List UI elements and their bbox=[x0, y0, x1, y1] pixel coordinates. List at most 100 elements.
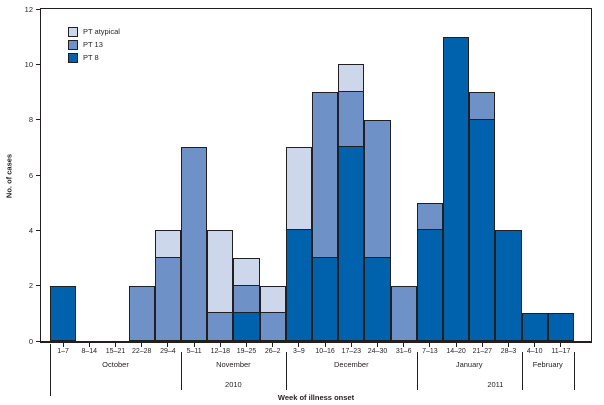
month-label-february: February bbox=[532, 360, 563, 369]
x-tick-26-2 bbox=[272, 343, 274, 347]
x-tick-17-23 bbox=[350, 343, 352, 347]
bar-week-29-4 bbox=[154, 230, 181, 341]
x-tick-label-24-30: 24–30 bbox=[367, 348, 388, 355]
bar-week-5-11 bbox=[181, 147, 208, 341]
x-tick-label-29-4: 29–4 bbox=[160, 348, 176, 355]
x-tick-8-14 bbox=[88, 343, 90, 347]
bar-segment-pt-8-17-23 bbox=[338, 147, 365, 341]
legend-swatch-pt-13-icon bbox=[68, 40, 78, 50]
x-tick-label-15-21: 15–21 bbox=[105, 348, 126, 355]
bar-segment-pt-atypical-26-2 bbox=[259, 285, 286, 314]
month-divider-after-october bbox=[181, 352, 182, 390]
bar-week-11-17 bbox=[547, 313, 574, 341]
bars-layer bbox=[41, 9, 591, 341]
month-label-october: October bbox=[102, 360, 129, 369]
month-label-december: December bbox=[333, 360, 369, 369]
year-label-2010: 2010 bbox=[225, 380, 242, 389]
bar-week-10-16 bbox=[312, 92, 339, 341]
x-tick-label-31-6: 31–6 bbox=[395, 348, 412, 355]
x-tick-29-4 bbox=[167, 343, 169, 347]
x-tick-label-7-13: 7–13 bbox=[422, 348, 438, 355]
bar-segment-pt-atypical-19-25 bbox=[233, 258, 260, 286]
bar-segment-pt-8-3-9 bbox=[285, 230, 312, 341]
bar-segment-pt-atypical-17-23 bbox=[338, 64, 365, 93]
x-tick-label-26-2: 26–2 bbox=[264, 348, 281, 355]
bar-segment-pt-8-11-17 bbox=[547, 313, 574, 341]
x-tick-label-4-10: 4–10 bbox=[526, 348, 543, 355]
x-tick-label-28-3: 28–3 bbox=[500, 348, 517, 355]
month-divider-after-february bbox=[574, 352, 575, 390]
y-tick-label-0: 0 bbox=[28, 336, 33, 346]
x-tick-15-21 bbox=[115, 343, 116, 347]
bar-segment-pt-13-12-18 bbox=[207, 313, 234, 341]
x-tick-1-7 bbox=[62, 343, 64, 347]
bar-week-24-30 bbox=[364, 119, 391, 341]
y-tick-label-8: 8 bbox=[28, 115, 33, 125]
bar-week-14-20 bbox=[443, 36, 470, 341]
bar-week-1-7 bbox=[50, 285, 77, 341]
bar-segment-pt-8-24-30 bbox=[364, 258, 391, 341]
bar-segment-pt-13-31-6 bbox=[390, 285, 417, 341]
y-tick-label-10: 10 bbox=[24, 59, 33, 69]
legend-swatch-pt-atypical-icon bbox=[68, 27, 78, 37]
month-divider-after-december bbox=[416, 352, 418, 390]
x-tick-14-20 bbox=[455, 343, 457, 347]
year-label-2011: 2011 bbox=[487, 380, 504, 389]
y-tick-label-12: 12 bbox=[24, 4, 33, 14]
bar-segment-pt-8-14-20 bbox=[443, 36, 470, 341]
x-tick-label-8-14: 8–14 bbox=[81, 348, 98, 355]
bar-segment-pt-atypical-29-4 bbox=[154, 230, 181, 258]
bar-week-12-18 bbox=[207, 230, 234, 341]
y-tick-label-2: 2 bbox=[28, 281, 33, 291]
bar-week-31-6 bbox=[390, 285, 417, 341]
x-tick-label-19-25: 19–25 bbox=[236, 348, 257, 355]
bar-segment-pt-8-7-13 bbox=[416, 230, 443, 341]
x-tick-label-17-23: 17–23 bbox=[341, 348, 362, 355]
x-tick-label-12-18: 12–18 bbox=[210, 348, 231, 355]
x-tick-label-10-16: 10–16 bbox=[315, 348, 335, 355]
bar-segment-pt-atypical-12-18 bbox=[207, 230, 234, 314]
x-tick-7-13 bbox=[429, 343, 431, 347]
bar-week-17-23 bbox=[338, 64, 365, 341]
x-tick-label-1-7: 1–7 bbox=[57, 348, 69, 355]
x-tick-label-14-20: 14–20 bbox=[446, 348, 466, 355]
bar-segment-pt-8-28-3 bbox=[495, 230, 522, 341]
bar-week-19-25 bbox=[233, 258, 260, 341]
bar-segment-pt-13-10-16 bbox=[312, 92, 339, 258]
bar-segment-pt-13-19-25 bbox=[233, 285, 260, 314]
legend-item-pt-8: PT 8 bbox=[68, 53, 120, 63]
x-tick-19-25 bbox=[246, 343, 247, 347]
bar-segment-pt-8-19-25 bbox=[233, 313, 260, 341]
x-axis-title: Week of illness onset bbox=[277, 393, 355, 402]
bar-week-7-13 bbox=[416, 202, 443, 341]
x-tick-label-3-9: 3–9 bbox=[293, 348, 305, 355]
legend-label-pt-8: PT 8 bbox=[83, 53, 99, 62]
bar-segment-pt-8-1-7 bbox=[50, 285, 77, 341]
x-tick-3-9 bbox=[298, 343, 300, 347]
bar-segment-pt-13-21-27 bbox=[469, 92, 496, 120]
bar-segment-pt-8-10-16 bbox=[312, 258, 339, 341]
x-tick-label-22-28: 22–28 bbox=[131, 348, 152, 355]
month-divider-start bbox=[50, 344, 51, 396]
bar-segment-pt-13-5-11 bbox=[181, 147, 208, 341]
legend-label-pt-atypical: PT atypical bbox=[83, 27, 120, 36]
x-tick-10-16 bbox=[324, 343, 326, 347]
bar-segment-pt-8-4-10 bbox=[521, 313, 548, 341]
bar-week-3-9 bbox=[285, 147, 312, 341]
bar-segment-pt-8-21-27 bbox=[469, 119, 496, 341]
bar-segment-pt-13-22-28 bbox=[128, 285, 155, 341]
x-tick-11-17 bbox=[560, 343, 562, 347]
bar-week-4-10 bbox=[521, 313, 548, 341]
x-tick-24-30 bbox=[377, 343, 378, 347]
x-tick-28-3 bbox=[508, 343, 509, 347]
bar-segment-pt-atypical-3-9 bbox=[285, 147, 312, 231]
bar-week-21-27 bbox=[469, 92, 496, 341]
bar-segment-pt-13-29-4 bbox=[154, 258, 181, 341]
legend-item-pt-atypical: PT atypical bbox=[68, 27, 120, 37]
y-axis-title: No. of cases bbox=[4, 153, 14, 199]
x-tick-22-28 bbox=[141, 343, 143, 347]
bar-week-22-28 bbox=[128, 285, 155, 341]
bar-week-26-2 bbox=[259, 285, 286, 341]
x-tick-label-5-11: 5–11 bbox=[186, 348, 202, 355]
bar-segment-pt-13-26-2 bbox=[259, 313, 286, 341]
